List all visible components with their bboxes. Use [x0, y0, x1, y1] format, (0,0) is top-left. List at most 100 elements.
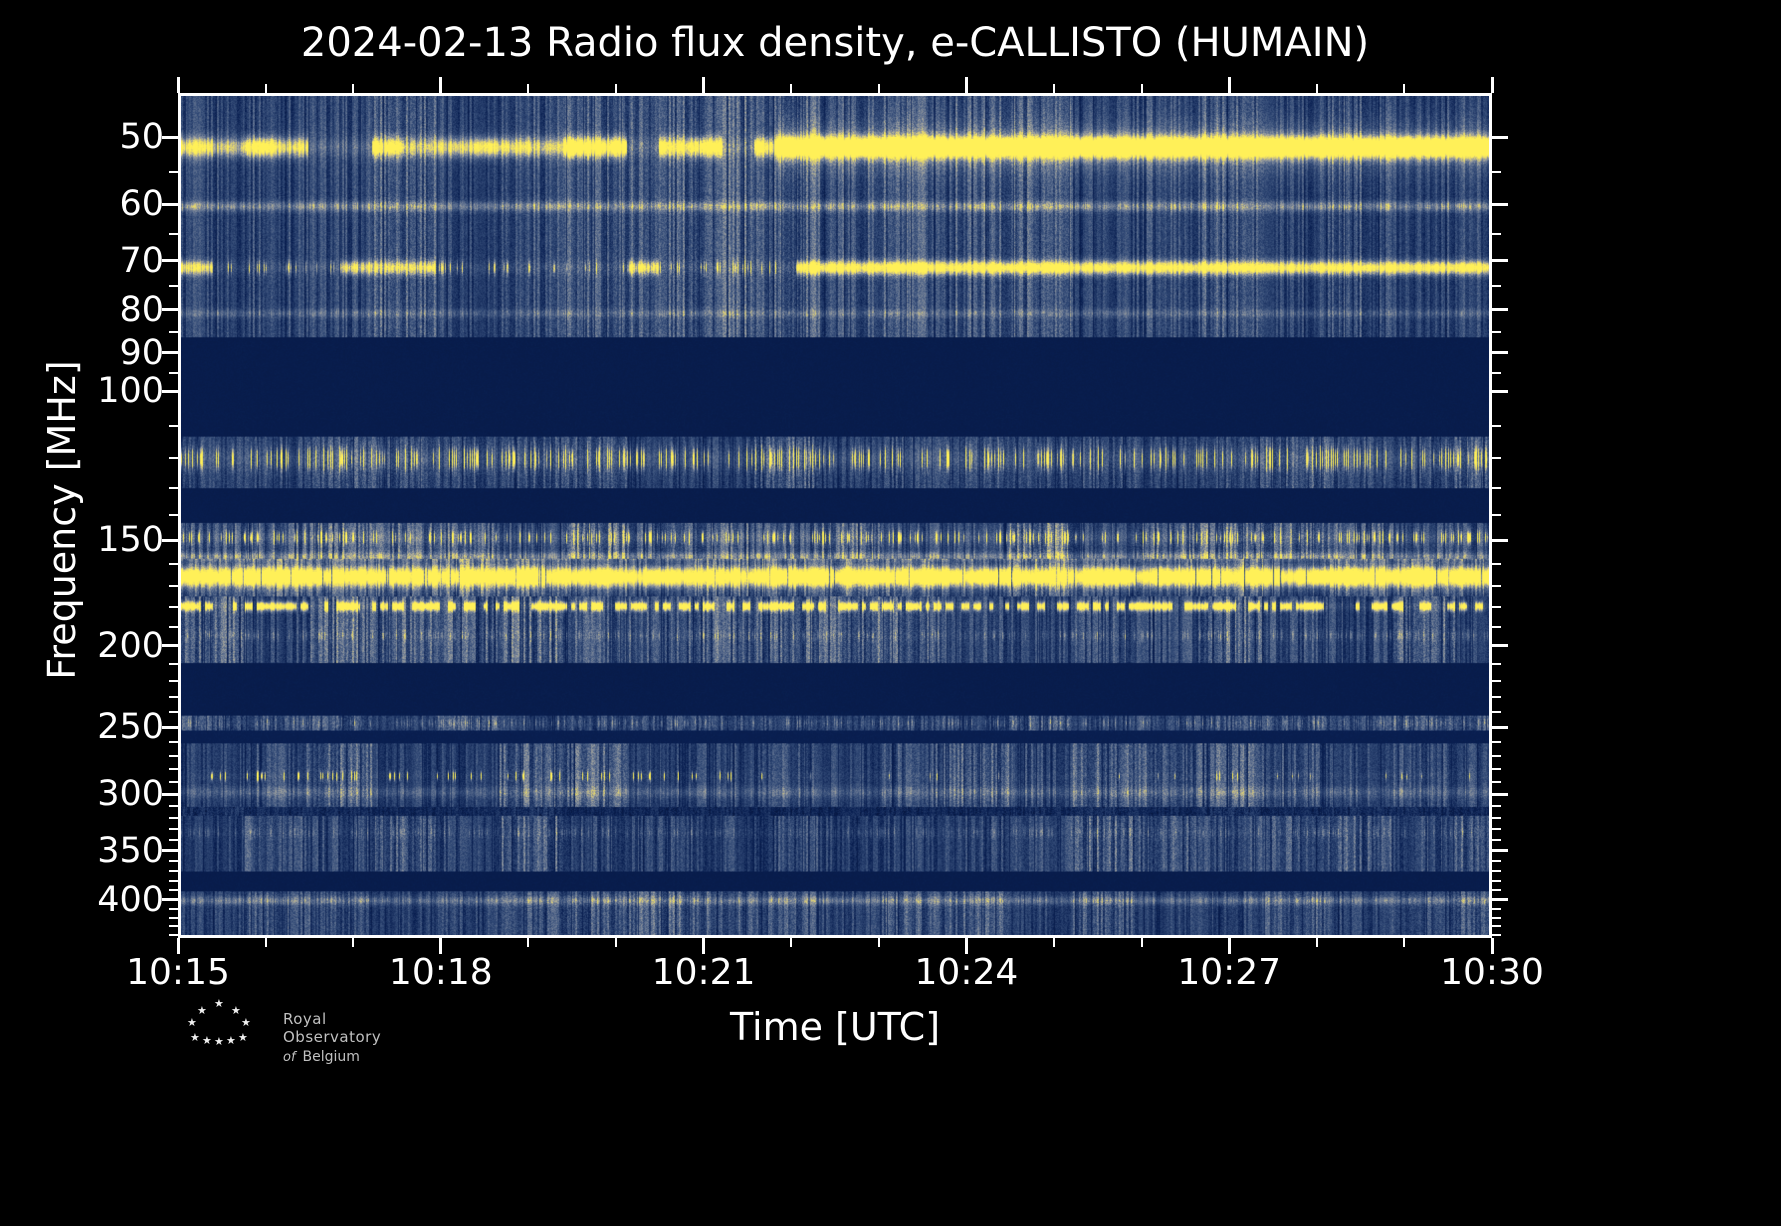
y-minor-tick-right	[1492, 889, 1501, 892]
x-tick-label: 10:27	[1177, 952, 1282, 993]
x-major-tick-top	[964, 77, 968, 93]
y-minor-tick-right	[1492, 695, 1501, 698]
y-major-tick	[162, 351, 178, 355]
x-minor-tick	[1403, 938, 1406, 947]
y-major-tick-right	[1492, 259, 1508, 263]
y-minor-tick	[169, 695, 178, 698]
x-tick-label: 10:24	[914, 952, 1019, 993]
star-icon: ★	[197, 1004, 207, 1017]
x-tick-label: 10:18	[388, 952, 493, 993]
y-minor-tick	[169, 767, 178, 770]
y-minor-tick-right	[1492, 860, 1501, 863]
y-minor-tick	[169, 425, 178, 428]
y-minor-tick	[169, 879, 178, 882]
y-tick-label: 400	[97, 879, 164, 920]
y-minor-tick	[169, 933, 178, 936]
logo-text-line2: of Belgium	[283, 1049, 381, 1065]
y-major-tick-right	[1492, 792, 1508, 796]
y-minor-tick	[169, 330, 178, 333]
star-icon: ★	[231, 1004, 241, 1017]
y-minor-tick-right	[1492, 805, 1501, 808]
y-minor-tick	[169, 457, 178, 460]
x-minor-tick-top	[877, 84, 880, 93]
y-minor-tick	[169, 486, 178, 489]
y-major-tick	[162, 644, 178, 648]
y-minor-tick	[169, 285, 178, 288]
star-icon: ★	[190, 1031, 200, 1044]
y-minor-tick-right	[1492, 907, 1501, 910]
x-major-tick-top	[439, 77, 443, 93]
y-minor-tick-right	[1492, 828, 1501, 831]
y-major-tick	[162, 538, 178, 542]
stars-icon: ★ ★ ★ ★ ★ ★ ★ ★ ★ ★	[183, 998, 257, 1050]
x-major-tick	[439, 938, 443, 954]
plot-area	[178, 93, 1492, 938]
star-icon: ★	[202, 1034, 212, 1047]
x-minor-tick-top	[527, 84, 530, 93]
y-tick-label: 350	[97, 830, 164, 871]
y-major-tick	[162, 135, 178, 139]
y-major-tick-right	[1492, 898, 1508, 902]
y-tick-label: 250	[97, 707, 164, 748]
y-minor-tick	[169, 562, 178, 565]
x-minor-tick	[1315, 938, 1318, 947]
spectrogram-canvas	[181, 96, 1489, 935]
y-minor-tick	[169, 925, 178, 928]
y-minor-tick	[169, 605, 178, 608]
y-minor-tick-right	[1492, 767, 1501, 770]
y-minor-tick	[169, 889, 178, 892]
y-minor-tick-right	[1492, 285, 1501, 288]
x-minor-tick-top	[1140, 84, 1143, 93]
x-major-tick-top	[1490, 77, 1494, 93]
y-major-tick-right	[1492, 351, 1508, 355]
x-minor-tick-top	[790, 84, 793, 93]
y-major-tick-right	[1492, 644, 1508, 648]
y-major-tick-right	[1492, 202, 1508, 206]
x-major-tick	[702, 938, 706, 954]
y-minor-tick-right	[1492, 562, 1501, 565]
star-icon: ★	[226, 1034, 236, 1047]
y-minor-tick-right	[1492, 486, 1501, 489]
logo-text-belgium: Belgium	[302, 1049, 360, 1065]
y-minor-tick-right	[1492, 457, 1501, 460]
x-major-tick	[1227, 938, 1231, 954]
y-minor-tick-right	[1492, 232, 1501, 235]
y-minor-tick	[169, 870, 178, 873]
x-minor-tick	[352, 938, 355, 947]
y-minor-tick-right	[1492, 925, 1501, 928]
y-minor-tick	[169, 754, 178, 757]
y-tick-label: 100	[97, 371, 164, 412]
y-minor-tick-right	[1492, 816, 1501, 819]
y-minor-tick-right	[1492, 585, 1501, 588]
y-minor-tick	[169, 625, 178, 628]
y-tick-label: 50	[119, 117, 164, 158]
x-minor-tick-top	[352, 84, 355, 93]
y-minor-tick-right	[1492, 330, 1501, 333]
x-minor-tick	[877, 938, 880, 947]
x-minor-tick-top	[615, 84, 617, 93]
y-minor-tick-right	[1492, 780, 1501, 783]
y-minor-tick-right	[1492, 605, 1501, 608]
y-minor-tick	[169, 907, 178, 910]
y-minor-tick-right	[1492, 662, 1501, 665]
y-minor-tick	[169, 816, 178, 819]
y-major-tick-right	[1492, 849, 1508, 853]
x-major-tick-top	[176, 77, 180, 93]
y-tick-label: 90	[119, 332, 164, 373]
x-tick-label: 10:21	[651, 952, 756, 993]
y-minor-tick-right	[1492, 916, 1501, 919]
y-minor-tick	[169, 780, 178, 783]
y-minor-tick	[169, 839, 178, 842]
x-major-tick-top	[702, 77, 706, 93]
y-minor-tick-right	[1492, 171, 1501, 174]
y-major-tick	[162, 259, 178, 263]
y-minor-tick	[169, 805, 178, 808]
x-minor-tick-top	[1315, 84, 1318, 93]
y-tick-label: 80	[119, 289, 164, 330]
y-minor-tick-right	[1492, 754, 1501, 757]
logo-text-of: of	[283, 1050, 296, 1065]
y-minor-tick	[169, 371, 178, 374]
y-minor-tick	[169, 860, 178, 863]
y-major-tick-right	[1492, 389, 1508, 393]
x-minor-tick-top	[264, 84, 267, 93]
